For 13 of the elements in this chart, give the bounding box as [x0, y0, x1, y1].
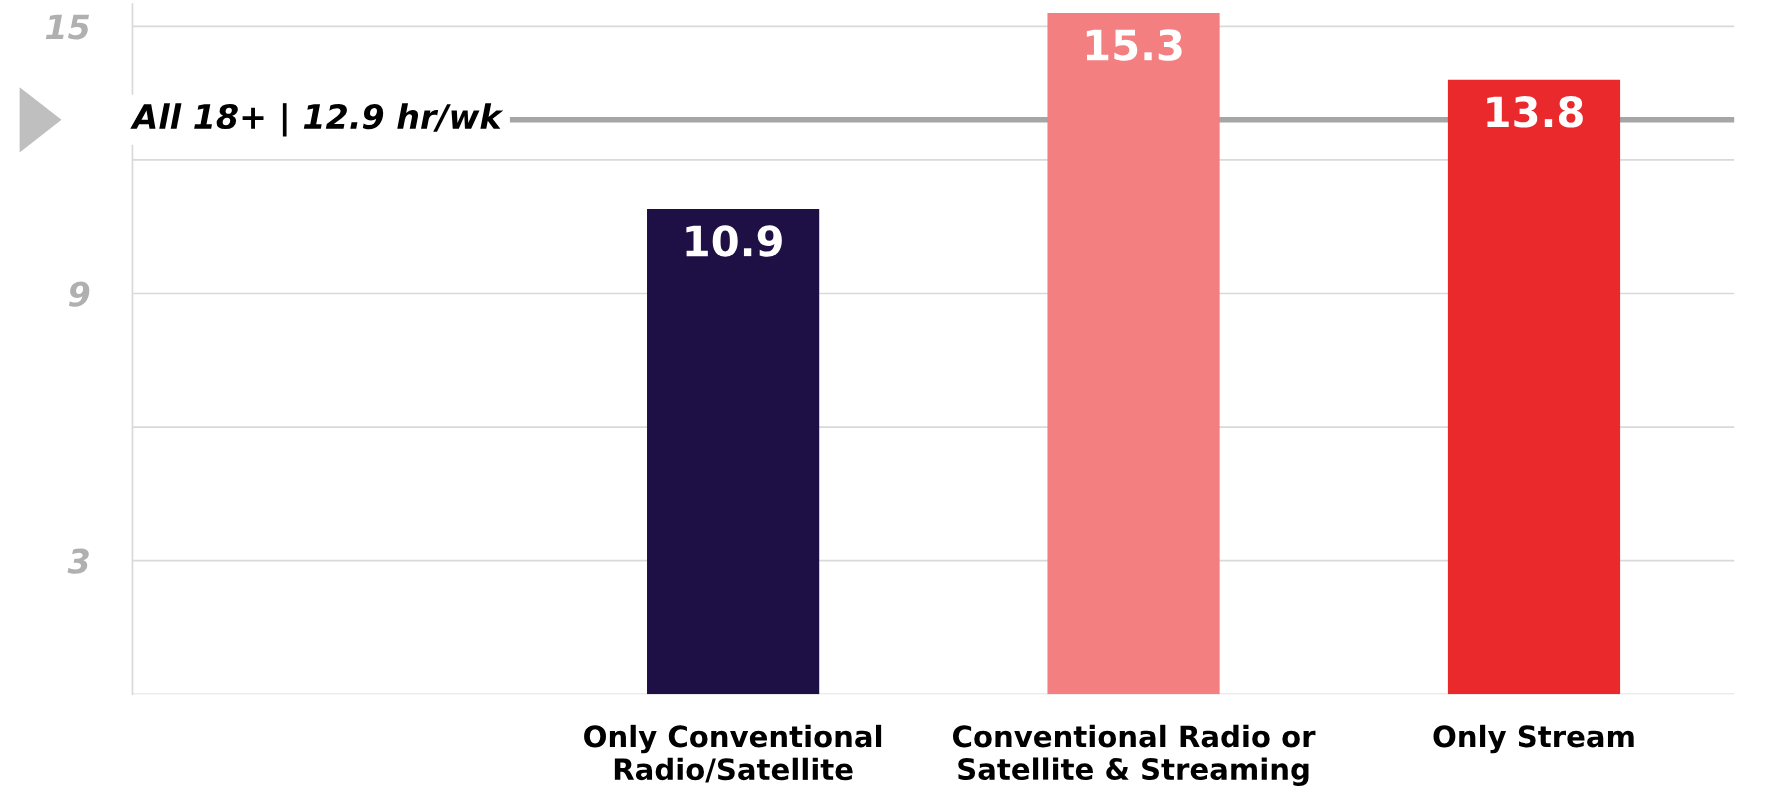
bar: [1447, 79, 1621, 695]
y-tick-label: 15: [45, 14, 90, 40]
x-tick-label: Only Conventional Radio/Satellite: [584, 724, 882, 783]
ref-line-label: All 18+ | 12.9 hr/wk: [130, 103, 504, 137]
data-label: 13.8: [1487, 96, 1583, 128]
y-tick-label: 3: [67, 548, 89, 574]
x-tick-label: Only Stream: [1433, 724, 1634, 754]
bar: [1047, 12, 1220, 695]
bar: [647, 208, 820, 695]
x-tick-label: Conventional Radio or Satellite & Streaming: [953, 724, 1316, 786]
data-label: 15.3: [1086, 29, 1182, 61]
y-tick-label: 9: [68, 281, 90, 307]
data-label: 10.9: [686, 225, 782, 257]
